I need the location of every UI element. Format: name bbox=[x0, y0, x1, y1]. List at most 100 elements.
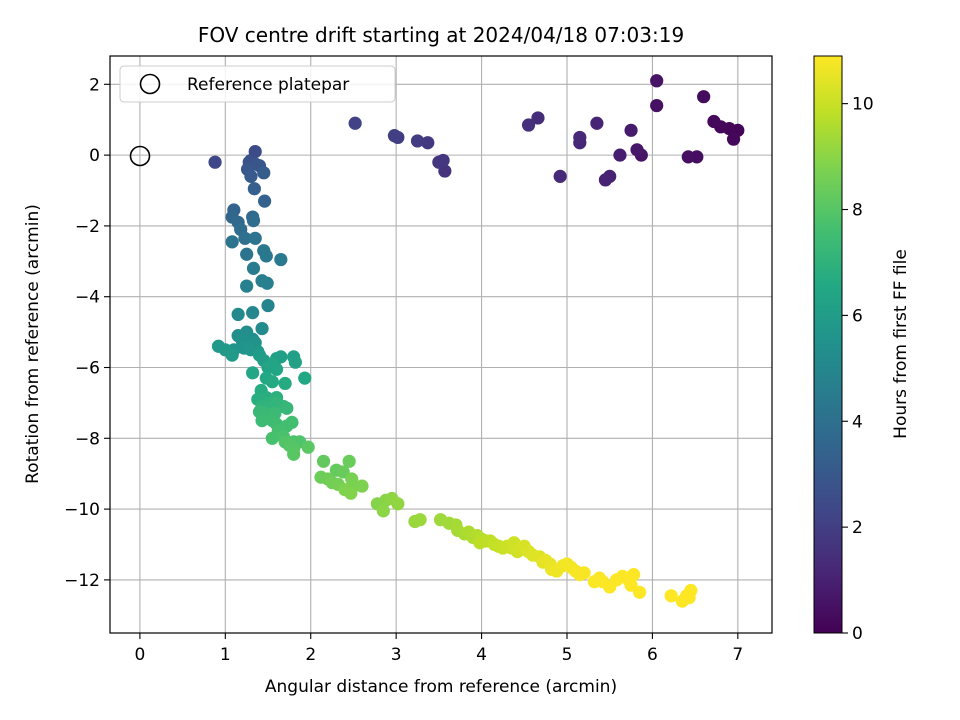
colorbar-tick-label: 4 bbox=[852, 412, 863, 432]
chart-title: FOV centre drift starting at 2024/04/18 … bbox=[198, 23, 684, 47]
scatter-point bbox=[682, 591, 696, 605]
scatter-point bbox=[280, 401, 294, 415]
x-tick-label: 2 bbox=[305, 645, 316, 665]
scatter-point bbox=[681, 150, 695, 164]
y-axis-label: Rotation from reference (arcmin) bbox=[23, 204, 43, 484]
y-tick-label: −10 bbox=[64, 500, 100, 520]
colorbar-tick-label: 8 bbox=[852, 201, 863, 221]
scatter-point bbox=[265, 375, 279, 389]
scatter-point bbox=[255, 414, 269, 428]
scatter-point bbox=[410, 134, 425, 148]
legend-marker bbox=[139, 73, 161, 95]
scatter-point bbox=[261, 298, 275, 313]
scatter-point bbox=[274, 252, 288, 267]
scatter-point bbox=[650, 74, 664, 88]
x-tick-label: 6 bbox=[647, 645, 658, 665]
scatter-point bbox=[225, 235, 239, 249]
y-tick-label: −6 bbox=[75, 359, 100, 379]
scatter-point bbox=[531, 111, 545, 125]
scatter-point bbox=[240, 279, 254, 293]
scatter-point bbox=[553, 169, 567, 183]
colorbar-label: Hours from first FF file bbox=[891, 249, 911, 439]
colorbar bbox=[813, 55, 843, 634]
scatter-point bbox=[316, 454, 331, 468]
scatter-point bbox=[342, 454, 356, 468]
y-tick-label: 0 bbox=[89, 146, 100, 166]
scatter-point bbox=[260, 276, 274, 290]
scatter-point bbox=[208, 155, 222, 169]
scatter-point bbox=[630, 143, 644, 157]
legend-entry: Reference platepar bbox=[187, 75, 349, 95]
scatter-point bbox=[421, 136, 435, 150]
colorbar-tick-label: 10 bbox=[852, 95, 874, 115]
scatter-point bbox=[473, 536, 487, 550]
y-tick-label: −4 bbox=[75, 288, 100, 308]
y-tick-label: −8 bbox=[75, 429, 100, 449]
grid bbox=[110, 56, 772, 633]
scatter-points bbox=[208, 74, 745, 608]
scatter-point bbox=[627, 567, 641, 582]
scatter-point bbox=[633, 585, 647, 599]
scatter-point bbox=[650, 98, 664, 113]
scatter-point bbox=[707, 114, 721, 129]
colorbar-ticks: 0 2 4 6 8 10 bbox=[842, 95, 874, 644]
x-axis-ticks: 0 1 2 3 4 5 6 7 bbox=[134, 633, 743, 665]
scatter-point bbox=[413, 513, 427, 527]
scatter-point bbox=[590, 116, 604, 130]
scatter-point bbox=[355, 479, 369, 493]
scatter-point bbox=[298, 371, 312, 385]
y-tick-label: −2 bbox=[75, 217, 100, 237]
scatter-point bbox=[246, 261, 261, 275]
scatter-point bbox=[376, 504, 390, 518]
scatter-point bbox=[288, 355, 302, 369]
scatter-point bbox=[432, 155, 446, 169]
legend: Reference platepar bbox=[119, 65, 396, 103]
scatter-point bbox=[244, 169, 258, 183]
scatter-point bbox=[285, 415, 299, 429]
scatter-point bbox=[577, 566, 591, 580]
scatter-point bbox=[613, 148, 627, 162]
scatter-point bbox=[259, 249, 273, 263]
scatter-point bbox=[240, 247, 254, 261]
x-axis-label: Angular distance from reference (arcmin) bbox=[265, 677, 617, 697]
plot-frame bbox=[109, 55, 773, 634]
x-tick-label: 0 bbox=[134, 645, 145, 665]
x-tick-label: 3 bbox=[391, 645, 402, 665]
scatter-point bbox=[598, 173, 613, 187]
scatter-point bbox=[246, 214, 261, 228]
scatter-point bbox=[301, 440, 315, 454]
scatter-point bbox=[247, 182, 261, 196]
scatter-point bbox=[573, 130, 587, 145]
scatter-point bbox=[726, 132, 741, 146]
scatter-point bbox=[257, 166, 271, 180]
scatter-point bbox=[269, 362, 284, 376]
scatter-point bbox=[278, 376, 292, 391]
y-tick-label: 2 bbox=[89, 75, 100, 95]
scatter-point bbox=[258, 194, 272, 208]
scatter-point bbox=[248, 231, 262, 245]
scatter-point bbox=[697, 90, 711, 104]
scatter-point bbox=[231, 307, 245, 322]
x-tick-label: 5 bbox=[562, 645, 573, 665]
scatter-point bbox=[246, 306, 260, 320]
scatter-point bbox=[246, 366, 260, 380]
scatter-point bbox=[387, 129, 402, 143]
x-tick-label: 7 bbox=[732, 645, 743, 665]
x-tick-label: 4 bbox=[476, 645, 487, 665]
x-tick-label: 1 bbox=[220, 645, 231, 665]
scatter-point bbox=[664, 589, 678, 603]
scatter-point bbox=[238, 231, 252, 245]
legend-box bbox=[119, 65, 396, 103]
y-tick-label: −12 bbox=[64, 571, 100, 591]
colorbar-tick-label: 2 bbox=[852, 518, 863, 538]
scatter-point bbox=[344, 486, 358, 500]
scatter-point bbox=[265, 431, 279, 445]
scatter-point bbox=[624, 123, 638, 137]
scatter-point bbox=[391, 497, 405, 511]
y-axis-ticks: 2 0 −2 −4 −6 −8 −10 −12 bbox=[64, 75, 110, 591]
colorbar-tick-label: 0 bbox=[852, 624, 863, 644]
colorbar-tick-label: 6 bbox=[852, 306, 863, 326]
scatter-point bbox=[521, 118, 536, 132]
scatter-point bbox=[287, 447, 301, 461]
